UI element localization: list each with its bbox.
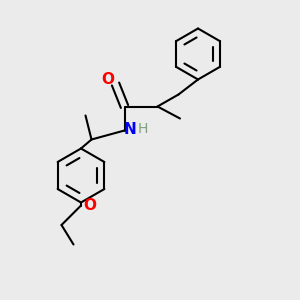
Text: H: H [138, 122, 148, 136]
Text: O: O [83, 198, 97, 213]
Text: O: O [101, 72, 115, 87]
Text: N: N [124, 122, 136, 136]
